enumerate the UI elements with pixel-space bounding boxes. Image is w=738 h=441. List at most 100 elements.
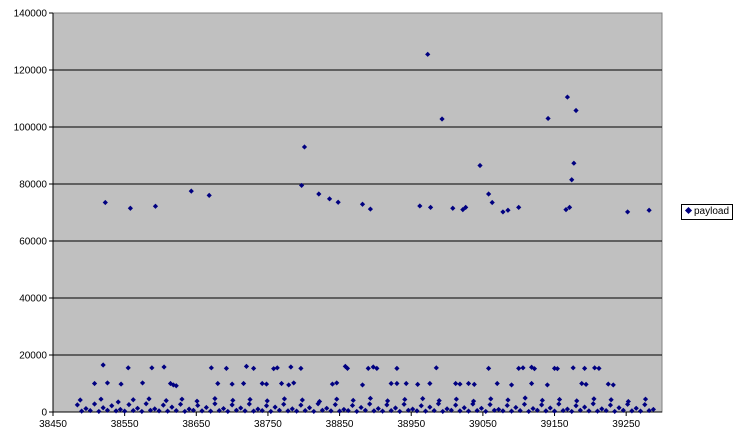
data-point xyxy=(264,398,270,404)
data-point xyxy=(418,403,424,409)
data-point xyxy=(251,408,257,414)
data-point xyxy=(590,401,596,407)
data-point xyxy=(564,406,571,412)
data-point xyxy=(486,365,492,371)
data-point xyxy=(379,408,386,414)
data-point xyxy=(637,408,644,414)
data-point xyxy=(556,396,563,403)
data-point xyxy=(582,365,588,371)
data-point xyxy=(607,402,614,408)
data-point xyxy=(496,406,502,413)
data-point xyxy=(240,380,247,387)
data-point xyxy=(278,380,285,387)
legend-label: payload xyxy=(694,206,730,217)
data-point xyxy=(315,401,321,407)
data-point xyxy=(388,407,394,414)
data-point xyxy=(349,402,356,409)
data-point xyxy=(384,398,391,404)
data-point xyxy=(612,408,618,415)
data-point xyxy=(491,407,497,413)
data-point xyxy=(521,401,528,407)
data-point xyxy=(367,395,373,401)
data-point xyxy=(216,407,222,414)
data-point xyxy=(516,204,522,210)
data-point xyxy=(465,408,472,414)
data-point xyxy=(508,382,515,388)
data-point xyxy=(126,401,132,408)
data-point xyxy=(650,406,657,413)
data-point xyxy=(146,396,152,402)
data-point xyxy=(431,407,437,414)
data-point xyxy=(165,408,171,414)
data-point xyxy=(299,182,305,189)
data-point xyxy=(494,380,500,387)
data-point xyxy=(208,365,214,371)
legend: payload xyxy=(681,204,733,220)
data-point xyxy=(403,380,409,387)
data-point xyxy=(130,397,136,403)
data-point xyxy=(450,205,456,211)
data-point xyxy=(402,396,408,403)
data-point xyxy=(268,408,274,415)
data-point xyxy=(543,408,549,414)
data-point xyxy=(225,408,231,415)
data-point xyxy=(182,408,188,415)
data-point xyxy=(375,405,381,412)
data-point xyxy=(122,408,128,414)
data-point xyxy=(500,408,506,414)
data-point xyxy=(104,380,111,386)
x-tick-label: 39150 xyxy=(541,419,569,430)
data-point xyxy=(415,381,421,387)
data-point xyxy=(569,177,575,183)
data-point xyxy=(246,401,252,407)
data-point xyxy=(134,405,141,411)
y-tick-label: 20000 xyxy=(19,351,47,362)
data-point xyxy=(139,408,145,415)
data-point xyxy=(545,115,551,122)
data-point xyxy=(324,405,330,411)
data-point xyxy=(483,408,489,415)
data-point xyxy=(299,397,305,403)
data-point xyxy=(344,365,351,371)
y-tick-label: 80000 xyxy=(19,180,47,191)
data-point xyxy=(336,408,343,414)
data-point xyxy=(596,365,602,371)
y-tick-label: 140000 xyxy=(14,9,48,20)
data-point xyxy=(394,380,400,387)
data-point xyxy=(457,381,463,387)
y-tick-label: 60000 xyxy=(19,237,47,248)
y-tick-label: 40000 xyxy=(19,294,47,305)
data-point xyxy=(573,403,579,409)
data-point xyxy=(316,398,323,405)
data-point xyxy=(130,407,136,414)
data-point xyxy=(517,407,523,414)
data-point xyxy=(551,408,558,414)
data-point xyxy=(526,408,532,415)
data-point xyxy=(298,365,304,371)
data-point xyxy=(302,407,308,414)
data-point xyxy=(206,192,212,198)
data-point xyxy=(573,107,579,114)
data-point xyxy=(289,406,295,412)
data-point xyxy=(125,365,131,371)
data-point xyxy=(113,408,119,414)
data-point xyxy=(505,397,511,403)
data-point xyxy=(259,380,265,387)
data-point xyxy=(487,401,493,408)
data-point xyxy=(298,402,304,408)
data-point xyxy=(229,381,235,387)
data-point xyxy=(439,116,445,122)
data-point xyxy=(243,363,250,369)
gridlines xyxy=(53,69,662,356)
data-point xyxy=(531,366,538,372)
data-point xyxy=(83,405,89,412)
data-point xyxy=(341,406,347,413)
data-point xyxy=(102,199,108,206)
data-point xyxy=(230,397,236,403)
data-point xyxy=(212,396,218,402)
data-point xyxy=(500,209,506,215)
y-tick-label: 0 xyxy=(41,408,47,419)
data-point xyxy=(448,407,454,413)
y-tick-label: 100000 xyxy=(14,123,48,134)
data-point xyxy=(564,94,571,100)
